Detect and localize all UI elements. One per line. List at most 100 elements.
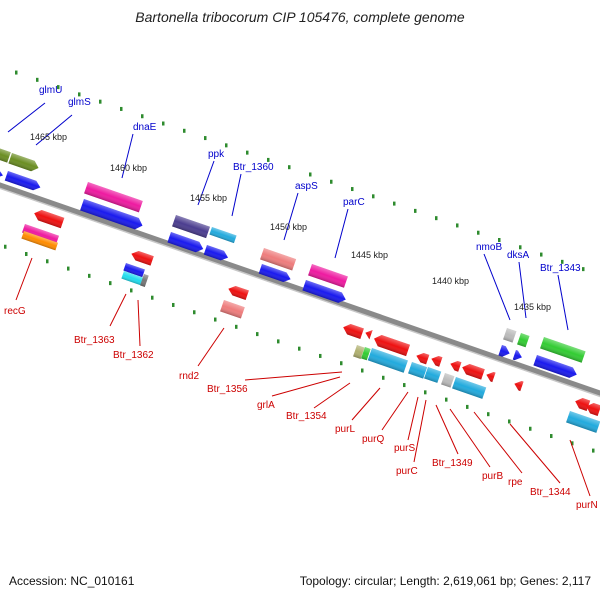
scale-tick	[162, 121, 165, 126]
scale-tick	[529, 426, 532, 431]
cds-block	[228, 285, 249, 300]
gene-label-purS: purS	[394, 443, 415, 454]
gene-label-aspS: aspS	[295, 181, 318, 192]
scale-tick	[46, 259, 49, 264]
scale-tick	[414, 208, 417, 213]
leader-line	[197, 327, 225, 367]
scale-tick	[193, 310, 196, 315]
gene-label-dksA: dksA	[507, 250, 530, 261]
gene-label-Btr_1354: Btr_1354	[286, 411, 327, 422]
gene-block-Btr_1356	[353, 345, 365, 359]
gene-label-Btr_1344: Btr_1344	[530, 487, 571, 498]
scale-label: 1455 kbp	[190, 193, 227, 203]
cds-block	[258, 264, 291, 282]
gene-label-Btr_1356: Btr_1356	[207, 384, 248, 395]
cds-block	[80, 199, 143, 230]
scale-label: 1460 kbp	[110, 163, 147, 173]
scale-tick	[403, 383, 406, 388]
scale-tick	[151, 295, 154, 300]
gene-block-Btr_1362	[121, 271, 143, 286]
gene-block-aspS	[260, 247, 297, 271]
scale-tick	[15, 70, 18, 75]
scale-tick	[571, 441, 574, 446]
scale-tick	[99, 99, 102, 104]
leader-line	[283, 192, 299, 241]
gene-label-Btr_1349: Btr_1349	[432, 458, 473, 469]
scale-tick	[519, 245, 522, 250]
scale-tick	[487, 412, 490, 417]
scale-tick	[561, 259, 564, 264]
scale-tick	[277, 339, 280, 344]
scale-tick	[298, 346, 301, 351]
scale-tick	[267, 157, 270, 162]
leader-line	[518, 261, 527, 319]
leader-line	[413, 399, 427, 463]
leader-line	[35, 114, 73, 146]
scale-tick	[582, 267, 585, 272]
leader-line	[407, 396, 419, 441]
cds-block	[512, 350, 522, 361]
scale-tick	[256, 332, 259, 337]
gene-label-parC: parC	[343, 197, 365, 208]
gene-label-nmoB: nmoB	[476, 242, 502, 253]
leader-line	[351, 387, 381, 421]
scale-label: 1465 kbp	[30, 132, 67, 142]
scale-tick	[382, 375, 385, 380]
scale-tick	[288, 165, 291, 170]
gene-block-glmU	[0, 145, 11, 163]
gene-block-rnd2	[220, 300, 245, 319]
gene-label-dnaE: dnaE	[133, 122, 157, 133]
scale-tick	[309, 172, 312, 177]
scale-tick	[592, 448, 595, 453]
scale-tick	[550, 434, 553, 439]
cds-block	[0, 168, 3, 178]
gene-labels: 1465 kbp 1460 kbp 1455 kbp 1450 kbp 1445 kbp…	[4, 85, 598, 511]
scale-tick	[141, 114, 144, 119]
gene-block	[140, 274, 149, 287]
gene-block-Btr_1363	[123, 263, 145, 278]
gene-label-purQ: purQ	[362, 434, 384, 445]
gene-block-purQ	[408, 362, 428, 379]
gene-block-purS	[424, 367, 442, 383]
gene-block-dnaE	[84, 182, 143, 213]
cds-block	[167, 232, 204, 253]
cds-block	[498, 345, 510, 357]
scale-label: 1440 kbp	[432, 276, 469, 286]
leader-line	[109, 293, 127, 327]
scale-tick	[435, 216, 438, 221]
gene-block-glmS	[8, 153, 39, 172]
leader-line	[244, 371, 343, 381]
scale-tick	[508, 419, 511, 424]
gene-block-Btr_1343	[540, 337, 586, 363]
cds-block	[586, 402, 600, 416]
leader-line	[231, 173, 242, 217]
gene-block-Btr_1349	[452, 377, 487, 399]
leader-line	[334, 208, 349, 259]
scale-tick	[330, 179, 333, 184]
scale-label: 1435 kbp	[514, 302, 551, 312]
gene-features	[0, 145, 600, 433]
gene-label-rnd2: rnd2	[179, 371, 199, 382]
gene-label-purL: purL	[335, 424, 355, 435]
cds-block	[431, 355, 443, 367]
cds-block	[450, 360, 462, 372]
gene-label-Btr_1362: Btr_1362	[113, 350, 154, 361]
leader-line	[137, 299, 141, 347]
scale-tick	[456, 223, 459, 228]
gene-block-parC	[308, 264, 348, 288]
gene-label-purN: purN	[576, 500, 598, 511]
scale-tick	[4, 244, 7, 249]
scale-tick	[372, 194, 375, 199]
cds-block	[34, 209, 65, 229]
scale-tick	[67, 266, 70, 271]
map-title: Bartonella tribocorum CIP 105476, comple…	[135, 9, 465, 25]
scale-tick	[246, 150, 249, 155]
genome-summary: Topology: circular; Length: 2,619,061 bp…	[299, 574, 591, 588]
cds-block	[302, 280, 346, 303]
scale-tick	[477, 230, 480, 235]
gene-label-Btr_1360: Btr_1360	[233, 162, 274, 173]
gene-block-purC	[441, 373, 455, 388]
leader-line	[271, 376, 341, 397]
cds-block	[416, 352, 430, 365]
